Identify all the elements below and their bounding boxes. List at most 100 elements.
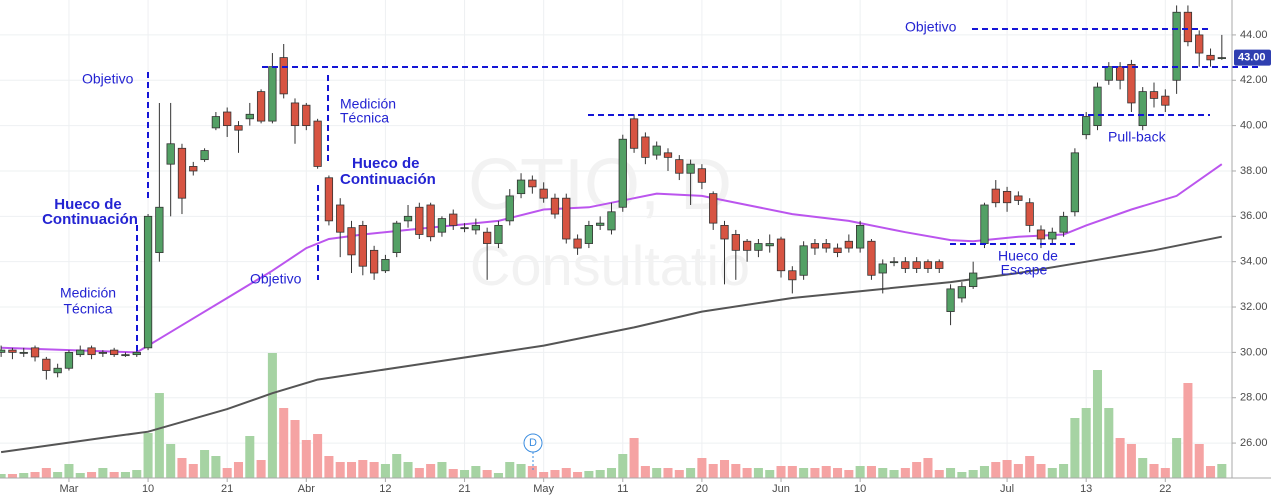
x-tick-label: 21 xyxy=(458,483,470,495)
candle-body xyxy=(1048,231,1057,240)
y-tick-label: 32.00 xyxy=(1240,301,1268,313)
candle-body xyxy=(935,261,944,269)
candle-body xyxy=(200,150,209,161)
candle-body xyxy=(754,243,763,251)
volume-bar xyxy=(471,466,481,478)
volume-bar xyxy=(177,458,187,478)
volume-bar xyxy=(833,468,843,478)
volume-bar xyxy=(527,466,537,478)
candle-body xyxy=(991,188,1000,204)
annotation: Continuación xyxy=(340,171,436,188)
annotation: Objetivo xyxy=(82,71,134,87)
volume-bar xyxy=(290,420,300,478)
candle-body xyxy=(1025,202,1034,226)
annotation: Pull-back xyxy=(1108,129,1167,145)
event[interactable]: D xyxy=(523,433,543,470)
annotation: Hueco de xyxy=(998,248,1058,264)
candle-body xyxy=(426,204,435,238)
volume-bar xyxy=(573,472,583,478)
x-tick-label: 10 xyxy=(142,483,154,495)
volume-bar xyxy=(629,438,639,478)
candle-body xyxy=(132,351,141,356)
candle-body xyxy=(143,215,153,349)
volume-bar xyxy=(358,460,368,478)
candle-body xyxy=(1217,57,1226,59)
event-marker[interactable] xyxy=(523,433,543,453)
grid xyxy=(0,0,1232,478)
volume-bar xyxy=(1126,444,1136,478)
volume-bar xyxy=(53,472,63,478)
candle-body xyxy=(867,240,876,276)
candle-body xyxy=(1195,34,1204,54)
y-tick-label: 36.00 xyxy=(1240,210,1268,222)
volume-bar xyxy=(1160,468,1170,478)
candle-body xyxy=(0,349,6,353)
x-tick-label: Jul xyxy=(1000,483,1014,495)
y-tick-label: 38.00 xyxy=(1240,165,1268,177)
candle-body xyxy=(550,197,560,215)
volume-bar xyxy=(1047,468,1057,478)
candle-body xyxy=(607,211,616,231)
candle-body xyxy=(618,138,627,208)
volume-bar xyxy=(1104,408,1114,478)
annotation: Técnica xyxy=(340,110,389,126)
candle-body xyxy=(1172,11,1181,81)
volume-bar xyxy=(946,468,956,478)
x-tick-label: 10 xyxy=(854,483,866,495)
y-tick-label: 28.00 xyxy=(1240,392,1268,404)
candle-body xyxy=(686,163,695,174)
candle-body xyxy=(166,143,175,165)
candle-body xyxy=(697,168,707,183)
x-tick-label: Jun xyxy=(772,483,790,495)
candle-body xyxy=(1115,66,1125,81)
candle-body xyxy=(76,349,85,356)
watermark: Consultatio xyxy=(470,234,750,297)
candle-body xyxy=(663,152,673,158)
candle-body xyxy=(369,249,379,274)
candle-body xyxy=(810,243,820,249)
candle-body xyxy=(110,349,119,356)
candle-body xyxy=(483,231,492,244)
volume-bar xyxy=(550,470,560,478)
x-tick-label: 11 xyxy=(617,483,628,495)
candle-body xyxy=(844,240,853,249)
candle-body xyxy=(155,206,164,254)
volume-bar xyxy=(900,468,910,478)
volume-bar xyxy=(595,470,605,478)
candle-body xyxy=(347,227,356,256)
candle-body xyxy=(562,197,571,240)
volume-bar xyxy=(923,458,933,478)
candle-body xyxy=(87,347,96,356)
candles xyxy=(0,5,1226,380)
volume-bar xyxy=(674,470,684,478)
volume-bar xyxy=(30,472,40,478)
candle-body xyxy=(494,224,503,244)
candle-body xyxy=(437,218,447,233)
volume-bar xyxy=(686,468,696,478)
volume-bar xyxy=(1081,408,1091,478)
annotation: Medición xyxy=(340,96,396,112)
volume-bar xyxy=(346,462,357,478)
candle-body xyxy=(833,247,842,254)
volume-bar xyxy=(606,468,616,478)
volume-bar xyxy=(1206,466,1216,478)
candle-body xyxy=(268,66,277,122)
candle-body xyxy=(528,179,537,188)
x-tick-label: 20 xyxy=(696,483,708,495)
volume-bar xyxy=(380,464,390,478)
candle-body xyxy=(776,238,786,272)
candle-body xyxy=(471,224,480,231)
annotations: Objetivo Hueco de Continuación Medición … xyxy=(42,19,1166,317)
candle-body xyxy=(516,179,526,195)
volume-bar xyxy=(516,464,526,478)
candle-body xyxy=(177,147,187,199)
volume-bar xyxy=(731,464,741,478)
volume-bar xyxy=(697,458,707,478)
volume-bar xyxy=(460,470,470,478)
y-tick-label: 40.00 xyxy=(1240,120,1268,132)
volume-bar xyxy=(787,466,797,478)
candle-body xyxy=(403,215,413,222)
candle-body xyxy=(324,177,334,222)
volume-bar xyxy=(584,471,594,478)
volume-bar xyxy=(1070,418,1080,478)
